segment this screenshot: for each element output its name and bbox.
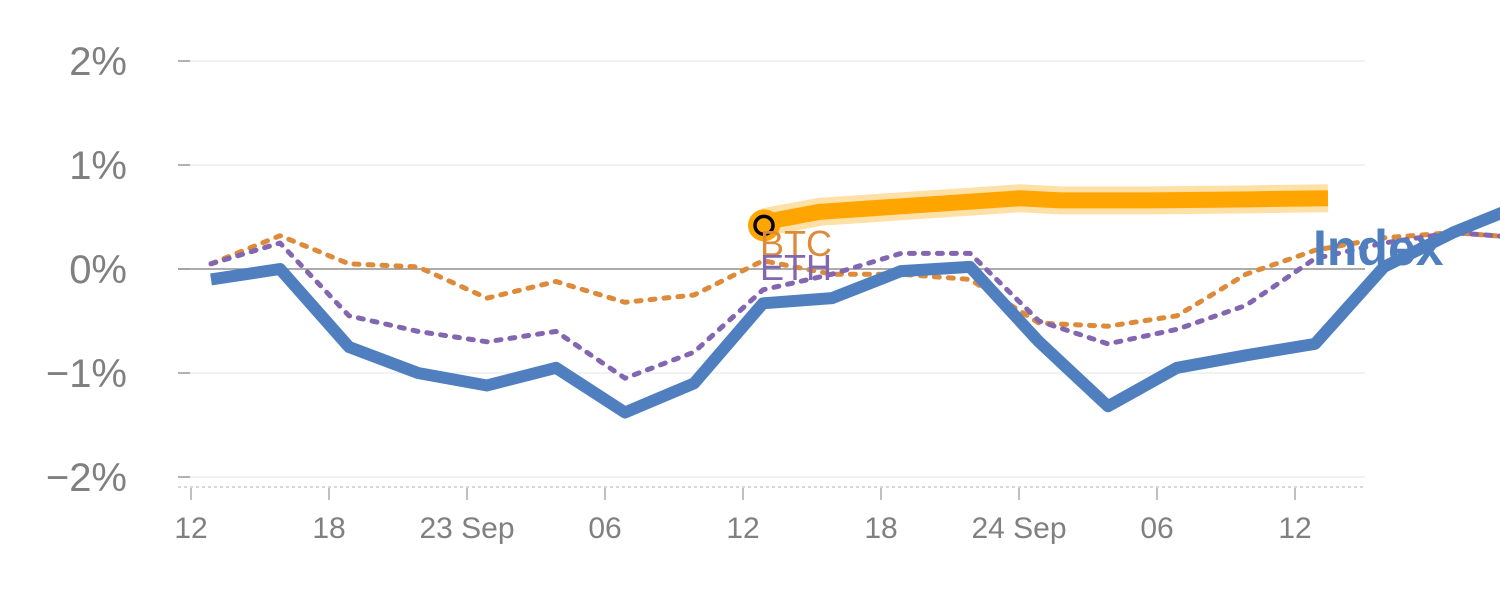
y-tick-label: 0% bbox=[69, 248, 127, 292]
forecast-line bbox=[762, 190, 1329, 231]
axes: 2% 1% 0% −1% −2% 12 18 23 Sep 06 12 18 24 Sep 06 12 bbox=[46, 40, 1365, 545]
y-tick-label: −1% bbox=[46, 352, 127, 396]
current-point-ring bbox=[753, 214, 775, 237]
eth-label: ETH bbox=[760, 247, 832, 288]
y-tick-label: −2% bbox=[46, 456, 127, 500]
eth-line bbox=[208, 230, 1500, 381]
x-tick-label: 06 bbox=[1140, 512, 1173, 545]
x-tick-label: 18 bbox=[864, 512, 897, 545]
index-label: Index bbox=[1313, 220, 1444, 276]
current-point-halo bbox=[748, 209, 780, 242]
x-tick-label: 18 bbox=[312, 512, 345, 545]
x-tick-label: 24 Sep bbox=[971, 512, 1066, 545]
current-marker bbox=[748, 209, 780, 242]
btc-label: BTC bbox=[760, 223, 832, 264]
btc-line bbox=[208, 230, 1500, 329]
x-tick-label: 23 Sep bbox=[419, 512, 514, 545]
x-tick-label: 12 bbox=[1278, 512, 1311, 545]
y-tick-label: 2% bbox=[69, 40, 127, 84]
grid-lines bbox=[178, 60, 1365, 478]
series-labels: BTC ETH Index bbox=[760, 220, 1444, 288]
x-tick-label: 06 bbox=[588, 512, 621, 545]
series-lines bbox=[208, 184, 1500, 419]
x-tick-label: 12 bbox=[174, 512, 207, 545]
index-line bbox=[210, 206, 1500, 419]
y-tick-label: 1% bbox=[69, 144, 127, 188]
x-tick-label: 12 bbox=[726, 512, 759, 545]
